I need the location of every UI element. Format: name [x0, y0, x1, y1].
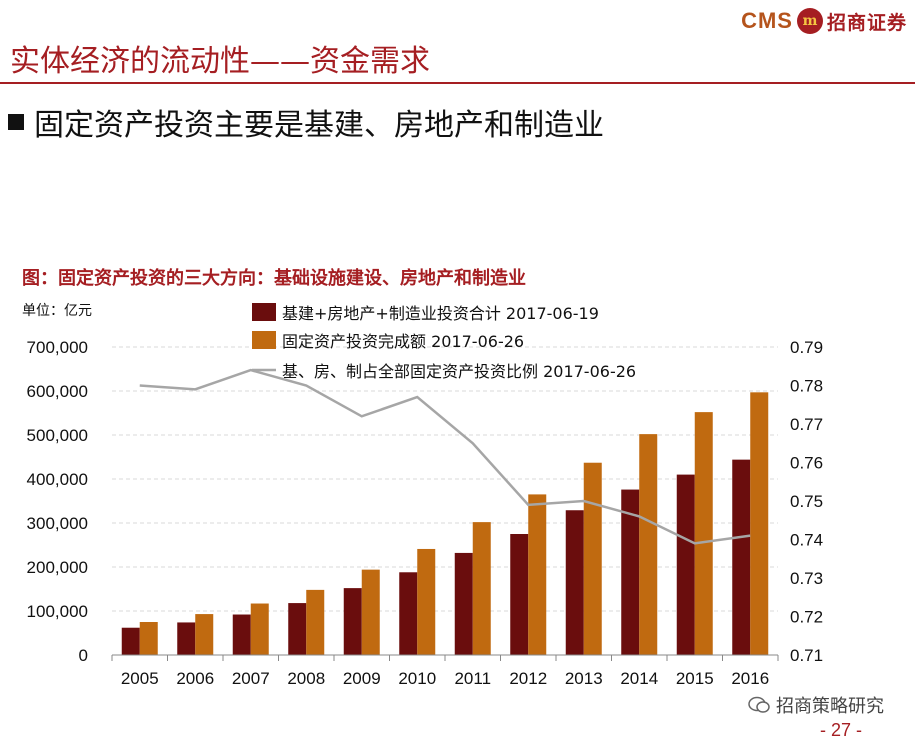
slide-title: 实体经济的流动性——资金需求 — [10, 44, 430, 79]
bar-series2 — [417, 548, 436, 655]
y-right-tick-label: 0.71 — [790, 646, 823, 665]
y-right-tick-label: 0.72 — [790, 608, 823, 627]
x-tick-label: 2015 — [676, 669, 714, 688]
bar-series2 — [306, 589, 325, 655]
figure-title: 图：固定资产投资的三大方向：基础设施建设、房地产和制造业 — [22, 268, 526, 289]
bar-series1 — [621, 489, 640, 655]
bar-series2 — [139, 622, 158, 655]
y-left-tick-label: 500,000 — [27, 426, 88, 445]
bar-series1 — [288, 603, 307, 655]
x-tick-label: 2009 — [343, 669, 381, 688]
ratio-line — [139, 368, 751, 545]
bar-series1 — [232, 614, 251, 655]
bar-series2 — [639, 434, 658, 655]
bar-series2 — [361, 569, 380, 655]
bar-series1 — [454, 552, 473, 655]
y-right-tick-label: 0.77 — [790, 415, 823, 434]
company-logo: CMS m 招商证券 — [741, 4, 907, 38]
legend-label: 基、房、制占全部固定资产投资比例 2017-06-26 — [282, 362, 636, 381]
x-tick-label: 2013 — [565, 669, 603, 688]
x-tick-label: 2012 — [509, 669, 547, 688]
page-number: - 27 - — [820, 720, 863, 740]
subheading: 固定资产投资主要是基建、房地产和制造业 — [8, 100, 604, 144]
y-right-tick-label: 0.74 — [790, 531, 823, 550]
logo-mark-icon: m — [796, 8, 823, 34]
bar-series1 — [343, 588, 362, 655]
y-left-tick-label: 300,000 — [27, 514, 88, 533]
title-divider — [0, 82, 915, 84]
bar-series2 — [694, 412, 713, 655]
y-left-tick-label: 200,000 — [27, 558, 88, 577]
x-tick-label: 2011 — [454, 669, 491, 688]
x-tick-label: 2008 — [287, 669, 325, 688]
y-left-tick-label: 0 — [79, 646, 88, 665]
bar-series2 — [472, 522, 491, 655]
y-right-tick-label: 0.76 — [790, 454, 823, 473]
y-left-tick-label: 600,000 — [27, 382, 88, 401]
x-tick-label: 2007 — [232, 669, 270, 688]
y-right-tick-label: 0.78 — [790, 377, 823, 396]
bar-series1 — [177, 622, 196, 655]
legend-swatch-series2 — [252, 331, 276, 349]
x-tick-label: 2005 — [121, 669, 159, 688]
bar-series2 — [528, 494, 547, 655]
bar-series1 — [399, 572, 418, 655]
bar-series1 — [121, 627, 140, 655]
bar-series2 — [250, 603, 269, 655]
x-tick-label: 2014 — [620, 669, 658, 688]
x-tick-label: 2016 — [731, 669, 769, 688]
logo-latin: CMS — [741, 8, 793, 33]
bullet-square-icon — [8, 114, 24, 130]
legend-label: 固定资产投资完成额 2017-06-26 — [282, 332, 524, 351]
y-right-tick-label: 0.73 — [790, 569, 823, 588]
bar-series1 — [732, 459, 751, 655]
bar-series1 — [510, 534, 529, 655]
legend-label: 基建+房地产+制造业投资合计 2017-06-19 — [282, 304, 599, 323]
x-tick-label: 2006 — [176, 669, 214, 688]
y-left-tick-label: 400,000 — [27, 470, 88, 489]
footer-brand: 招商策略研究 — [748, 692, 884, 718]
bar-series2 — [750, 392, 769, 655]
bar-series1 — [565, 510, 584, 655]
footer-brand-text: 招商策略研究 — [776, 696, 884, 717]
bar-series2 — [583, 462, 602, 655]
x-tick-label: 2010 — [398, 669, 436, 688]
unit-label: 单位：亿元 — [22, 303, 92, 319]
subheading-text: 固定资产投资主要是基建、房地产和制造业 — [34, 108, 604, 143]
logo-chinese: 招商证券 — [826, 11, 907, 34]
y-left-tick-label: 700,000 — [27, 338, 88, 357]
bar-series2 — [195, 614, 214, 655]
y-right-tick-label: 0.79 — [790, 338, 823, 357]
y-right-tick-label: 0.75 — [790, 492, 823, 511]
wechat-icon — [748, 696, 770, 713]
y-left-tick-label: 100,000 — [27, 602, 88, 621]
legend-swatch-series1 — [252, 303, 276, 321]
bar-series1 — [676, 474, 695, 655]
